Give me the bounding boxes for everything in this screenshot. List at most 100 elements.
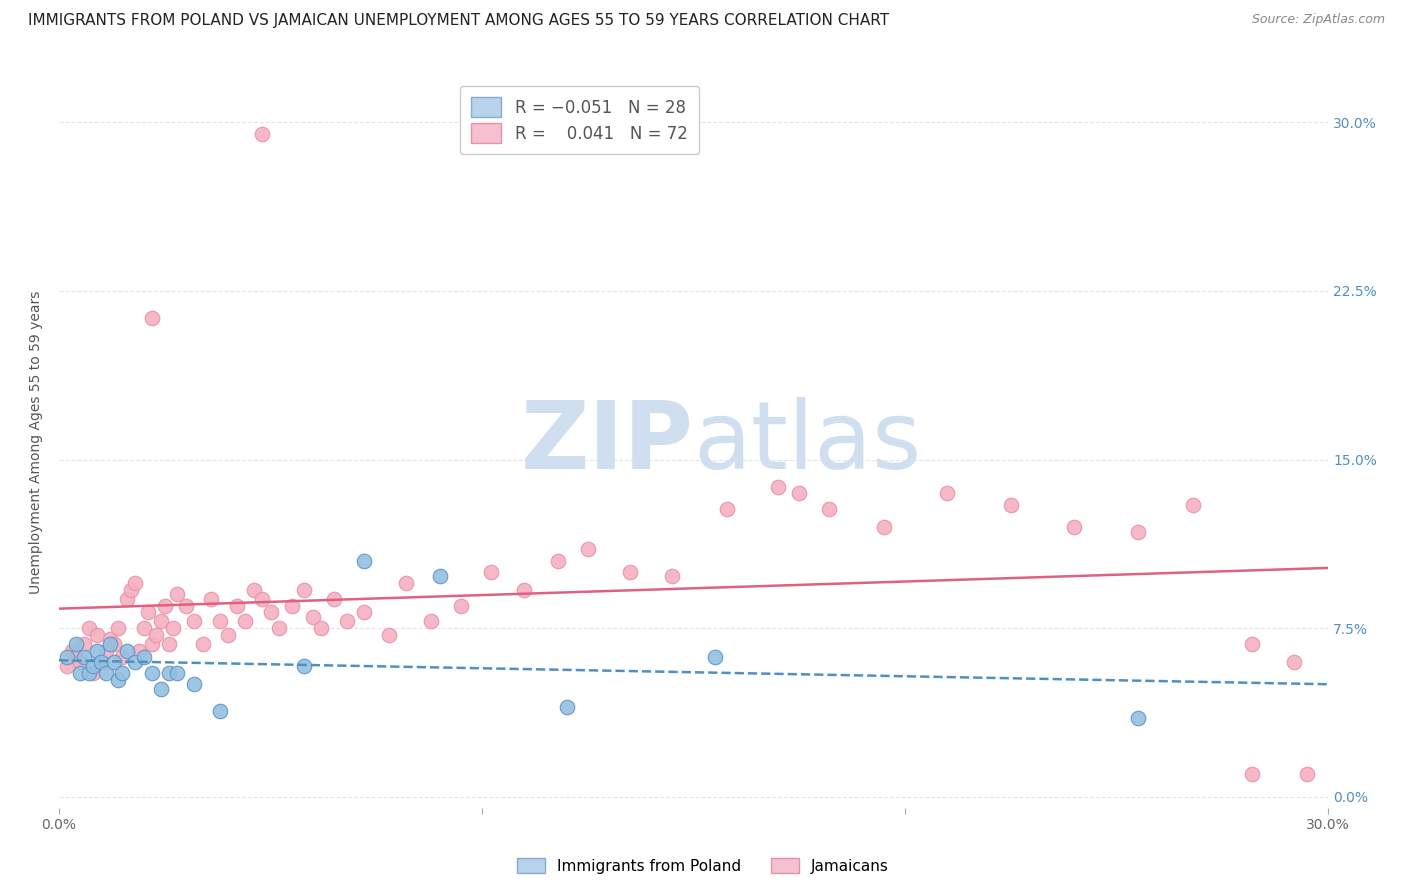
Point [153,599,176,613]
Point [336,615,359,629]
Point [157,637,180,651]
Point [141,310,163,325]
Point [107,621,129,635]
Point [1126,524,1149,539]
Point [174,599,197,613]
Point [661,569,683,583]
Point [94,666,117,681]
Point [111,666,134,681]
Point [1284,655,1306,669]
Point [294,582,316,597]
Point [259,606,281,620]
Point [208,704,231,718]
Point [267,621,290,635]
Point [311,621,333,635]
Point [818,502,841,516]
Point [1241,637,1264,651]
Point [141,637,163,651]
Point [395,576,418,591]
Point [98,637,121,651]
Point [378,628,401,642]
Point [233,615,256,629]
Point [302,610,325,624]
Point [450,599,472,613]
Point [183,615,205,629]
Point [136,606,159,620]
Point [103,637,125,651]
Point [208,615,231,629]
Point [107,673,129,687]
Point [86,643,108,657]
Point [420,615,443,629]
Text: Source: ZipAtlas.com: Source: ZipAtlas.com [1251,13,1385,27]
Point [353,606,375,620]
Point [90,655,112,669]
Point [576,542,599,557]
Point [157,666,180,681]
Point [60,643,83,657]
Point [124,576,146,591]
Point [225,599,247,613]
Point [82,666,104,681]
Point [111,650,134,665]
Point [280,599,302,613]
Point [619,565,641,579]
Point [1063,520,1085,534]
Point [479,565,502,579]
Point [294,659,316,673]
Point [547,554,569,568]
Point [149,681,172,696]
Point [1126,711,1149,725]
Point [124,655,146,669]
Point [1296,767,1319,781]
Legend: Immigrants from Poland, Jamaicans: Immigrants from Poland, Jamaicans [510,852,896,880]
Point [217,628,239,642]
Point [73,637,96,651]
Text: atlas: atlas [693,397,922,489]
Point [145,628,167,642]
Point [250,591,273,606]
Point [166,587,188,601]
Point [429,569,451,583]
Point [166,666,188,681]
Point [250,127,273,141]
Point [65,637,87,651]
Point [703,650,725,665]
Point [873,520,896,534]
Text: IMMIGRANTS FROM POLAND VS JAMAICAN UNEMPLOYMENT AMONG AGES 55 TO 59 YEARS CORREL: IMMIGRANTS FROM POLAND VS JAMAICAN UNEMP… [28,13,889,29]
Point [65,650,87,665]
Point [77,666,100,681]
Point [191,637,214,651]
Point [94,643,117,657]
Point [149,615,172,629]
Point [98,632,121,647]
Point [69,655,91,669]
Text: ZIP: ZIP [520,397,693,489]
Legend: R = −0.051   N = 28, R =    0.041   N = 72: R = −0.051 N = 28, R = 0.041 N = 72 [460,86,699,154]
Point [1000,498,1022,512]
Point [353,554,375,568]
Point [555,699,578,714]
Point [90,655,112,669]
Y-axis label: Unemployment Among Ages 55 to 59 years: Unemployment Among Ages 55 to 59 years [30,291,44,594]
Point [69,666,91,681]
Point [200,591,222,606]
Point [128,643,150,657]
Point [132,650,155,665]
Point [242,582,264,597]
Point [323,591,346,606]
Point [77,621,100,635]
Point [82,659,104,673]
Point [162,621,184,635]
Point [73,650,96,665]
Point [120,582,142,597]
Point [936,486,959,500]
Point [141,666,163,681]
Point [183,677,205,691]
Point [513,582,536,597]
Point [768,479,790,493]
Point [115,643,138,657]
Point [56,659,79,673]
Point [56,650,79,665]
Point [716,502,738,516]
